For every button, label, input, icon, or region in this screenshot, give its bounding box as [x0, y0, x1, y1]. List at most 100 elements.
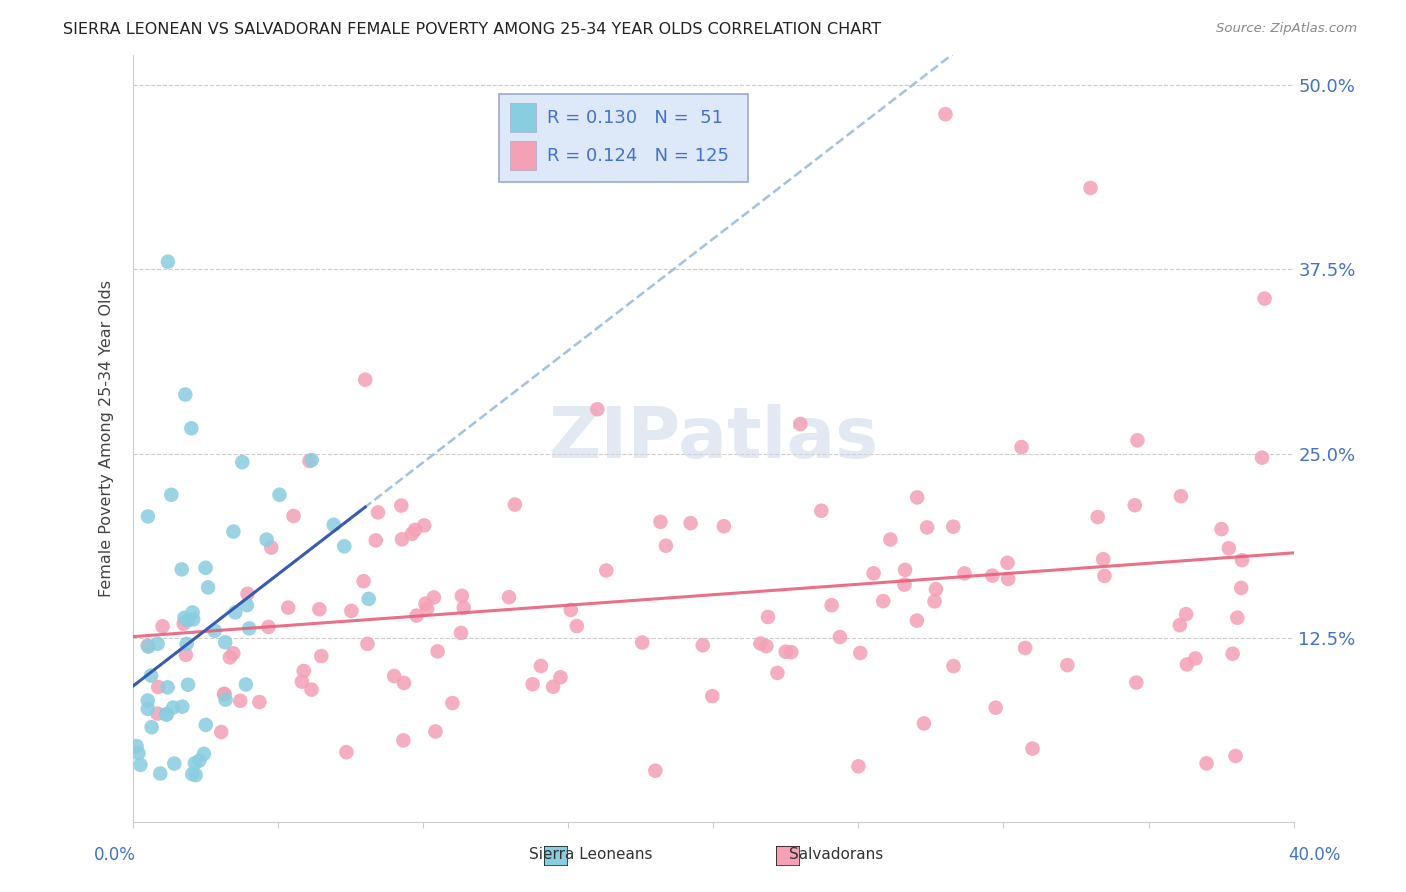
Point — [257, 620, 280, 634]
Point — [1226, 610, 1249, 624]
Point — [127, 746, 149, 760]
Point — [184, 756, 207, 771]
Point — [1092, 552, 1115, 566]
Point — [155, 707, 177, 722]
Point — [214, 692, 236, 706]
Point — [905, 491, 928, 505]
Point — [173, 616, 195, 631]
Point — [1011, 440, 1033, 454]
Text: ZIPatlas: ZIPatlas — [548, 404, 879, 474]
Point — [188, 754, 211, 768]
Point — [148, 680, 170, 694]
Bar — [510, 103, 536, 132]
Point — [942, 659, 965, 673]
Point — [392, 676, 415, 690]
Point — [925, 582, 948, 597]
Point — [212, 687, 235, 701]
Point — [333, 539, 356, 553]
Text: Source: ZipAtlas.com: Source: ZipAtlas.com — [1216, 22, 1357, 36]
Point — [224, 606, 246, 620]
Point — [391, 533, 413, 547]
Point — [382, 669, 405, 683]
Point — [174, 648, 197, 662]
Point — [1218, 541, 1240, 556]
Point — [177, 613, 200, 627]
Point — [1056, 658, 1078, 673]
Point — [415, 597, 437, 611]
Point — [453, 600, 475, 615]
Point — [260, 541, 283, 555]
Point — [631, 635, 654, 649]
Point — [780, 645, 803, 659]
Point — [820, 599, 842, 613]
Point — [810, 504, 832, 518]
Point — [915, 520, 938, 534]
Point — [125, 739, 148, 753]
Point — [1125, 675, 1147, 690]
Point — [357, 591, 380, 606]
Point — [416, 602, 439, 616]
Point — [713, 519, 735, 533]
Point — [177, 678, 200, 692]
Point — [997, 556, 1019, 570]
Point — [565, 619, 588, 633]
Point — [170, 562, 193, 576]
Point — [229, 694, 252, 708]
Point — [129, 757, 152, 772]
Point — [197, 581, 219, 595]
Text: 40.0%: 40.0% — [1288, 846, 1341, 863]
Point — [934, 107, 956, 121]
Point — [214, 687, 236, 701]
Point — [541, 680, 564, 694]
Point — [441, 696, 464, 710]
Point — [180, 421, 202, 435]
Point — [367, 505, 389, 519]
Point — [214, 635, 236, 649]
Point — [156, 681, 179, 695]
Point — [997, 572, 1019, 586]
Point — [139, 668, 162, 682]
Point — [862, 566, 884, 581]
Point — [162, 700, 184, 714]
Point — [423, 591, 446, 605]
Point — [755, 639, 778, 653]
Point — [426, 644, 449, 658]
Point — [498, 590, 520, 604]
Y-axis label: Female Poverty Among 25-34 Year Olds: Female Poverty Among 25-34 Year Olds — [100, 280, 114, 598]
Point — [679, 516, 702, 530]
Point — [209, 725, 232, 739]
Point — [924, 594, 946, 608]
Point — [173, 611, 195, 625]
Point — [702, 122, 724, 136]
Point — [172, 699, 194, 714]
Point — [702, 689, 724, 703]
Point — [136, 639, 159, 653]
Point — [450, 589, 472, 603]
FancyBboxPatch shape — [499, 94, 748, 182]
Point — [766, 665, 789, 680]
Point — [650, 515, 672, 529]
Point — [1195, 756, 1218, 771]
Point — [231, 455, 253, 469]
Point — [340, 604, 363, 618]
Point — [291, 674, 314, 689]
Point — [692, 638, 714, 652]
Point — [308, 602, 330, 616]
Point — [1126, 434, 1149, 448]
Point — [942, 519, 965, 533]
Point — [413, 518, 436, 533]
Point — [222, 646, 245, 660]
Point — [1184, 651, 1206, 665]
Point — [138, 640, 160, 654]
Point — [872, 594, 894, 608]
Point — [184, 768, 207, 782]
Point — [1087, 510, 1109, 524]
Text: Sierra Leoneans: Sierra Leoneans — [529, 847, 652, 862]
Point — [1175, 657, 1198, 672]
Point — [912, 716, 935, 731]
Point — [404, 523, 426, 537]
Point — [893, 577, 915, 591]
Bar — [510, 141, 536, 170]
Point — [353, 574, 375, 589]
Point — [269, 488, 291, 502]
